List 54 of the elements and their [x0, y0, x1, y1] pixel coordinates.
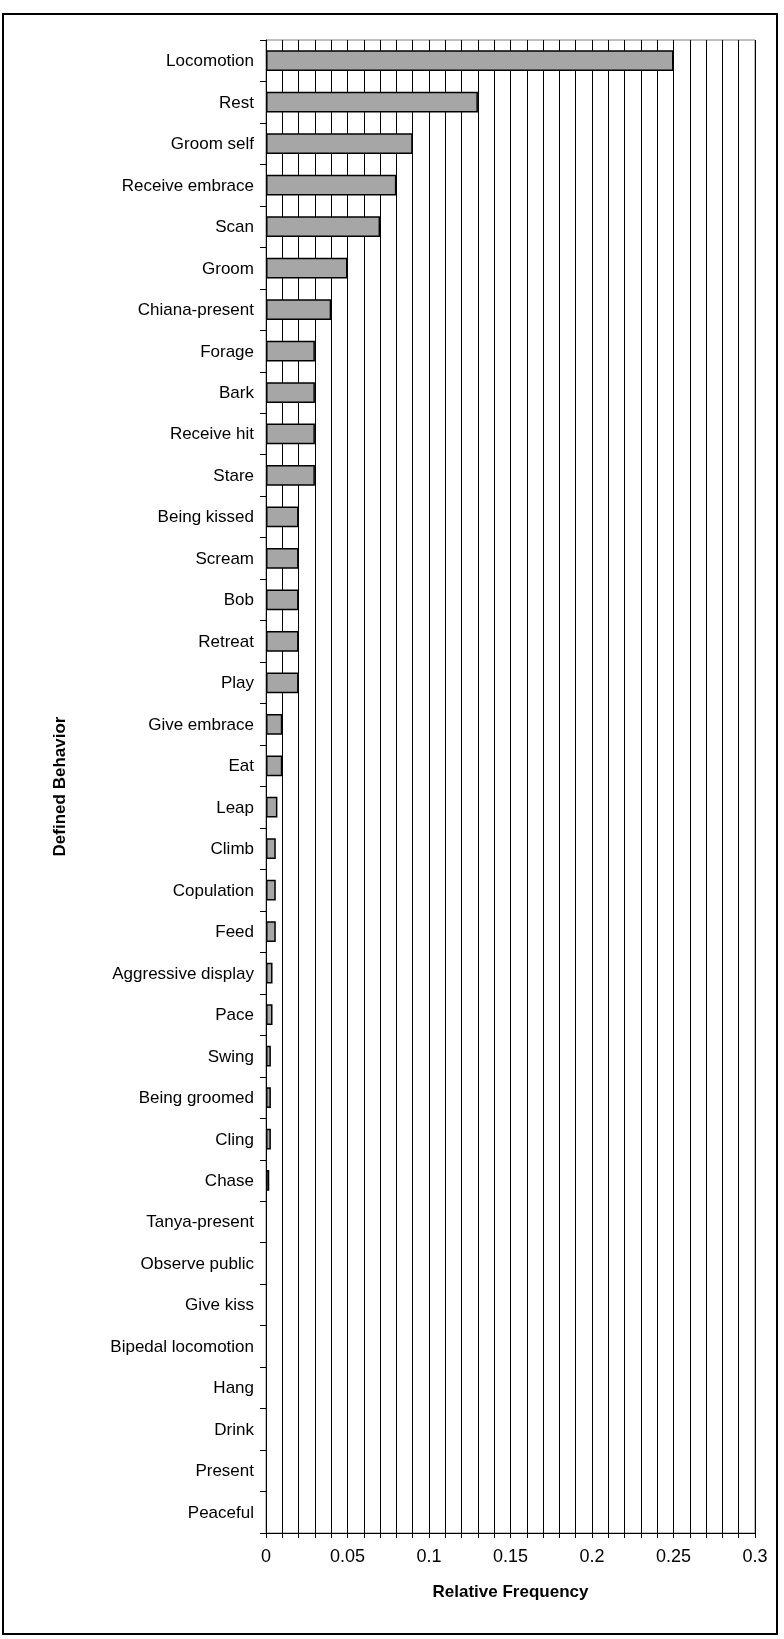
bar: [266, 921, 276, 943]
y-tick-label: Being groomed: [138, 1088, 254, 1108]
y-tick-label: Locomotion: [166, 51, 254, 71]
bar: [266, 838, 276, 860]
y-tick-label: Swing: [207, 1046, 254, 1066]
bar: [266, 796, 278, 818]
y-tick-label: Receive embrace: [121, 175, 254, 195]
y-tick-label: Rest: [219, 92, 255, 112]
y-tick-label: Leap: [216, 797, 254, 817]
y-tick-label: Scream: [195, 548, 254, 568]
y-tick-label: Chase: [204, 1170, 254, 1190]
y-tick-label: Observe public: [140, 1253, 255, 1273]
y-tick-label: Being kissed: [157, 507, 254, 527]
y-tick-label: Bob: [223, 590, 254, 610]
y-tick-label: Feed: [215, 922, 254, 942]
x-axis-title: Relative Frequency: [432, 1582, 589, 1601]
y-tick-label: Groom: [202, 258, 254, 278]
y-tick-label: Pace: [215, 1005, 254, 1025]
y-tick-label: Groom self: [170, 134, 255, 154]
y-tick-label: Present: [195, 1461, 255, 1481]
x-tick-label: 0.05: [329, 1546, 366, 1566]
y-tick-label: Climb: [210, 839, 254, 859]
y-axis-title: Defined Behavior: [50, 716, 69, 857]
y-tick-label: Hang: [213, 1378, 254, 1398]
y-tick-label: Cling: [215, 1129, 254, 1149]
y-tick-label: Chiana-present: [137, 300, 255, 320]
y-tick-label: Bark: [219, 383, 255, 403]
y-tick-label: Copulation: [172, 880, 254, 900]
y-tick-label: Give embrace: [148, 714, 254, 734]
bar: [266, 1004, 273, 1025]
bar: [266, 1045, 271, 1067]
y-tick-label: Eat: [228, 756, 255, 776]
x-tick-label: 0.1: [416, 1546, 442, 1566]
y-tick-label: Stare: [213, 465, 254, 485]
y-tick-label: Aggressive display: [112, 963, 255, 983]
y-tick-label: Forage: [200, 341, 254, 361]
y-tick-label: Bipedal locomotion: [110, 1336, 254, 1356]
x-tick-label: 0.3: [742, 1546, 768, 1566]
bar: [266, 1087, 271, 1108]
x-tick-label: 0: [260, 1546, 272, 1566]
y-tick-label: Retreat: [198, 631, 255, 651]
bar: [266, 962, 273, 984]
y-tick-label: Drink: [214, 1419, 255, 1439]
y-tick-label: Give kiss: [185, 1295, 254, 1315]
x-tick-label: 0.25: [655, 1546, 692, 1566]
y-tick-label: Receive hit: [169, 424, 255, 444]
y-tick-label: Scan: [215, 217, 254, 237]
y-tick-label: Peaceful: [187, 1502, 254, 1522]
x-tick-label: 0.15: [492, 1546, 529, 1566]
y-tick-label: Play: [220, 673, 255, 693]
bar: [266, 1128, 271, 1150]
bar: [266, 879, 276, 901]
x-tick-label: 0.2: [579, 1546, 605, 1566]
y-tick-label: Tanya-present: [146, 1212, 255, 1232]
